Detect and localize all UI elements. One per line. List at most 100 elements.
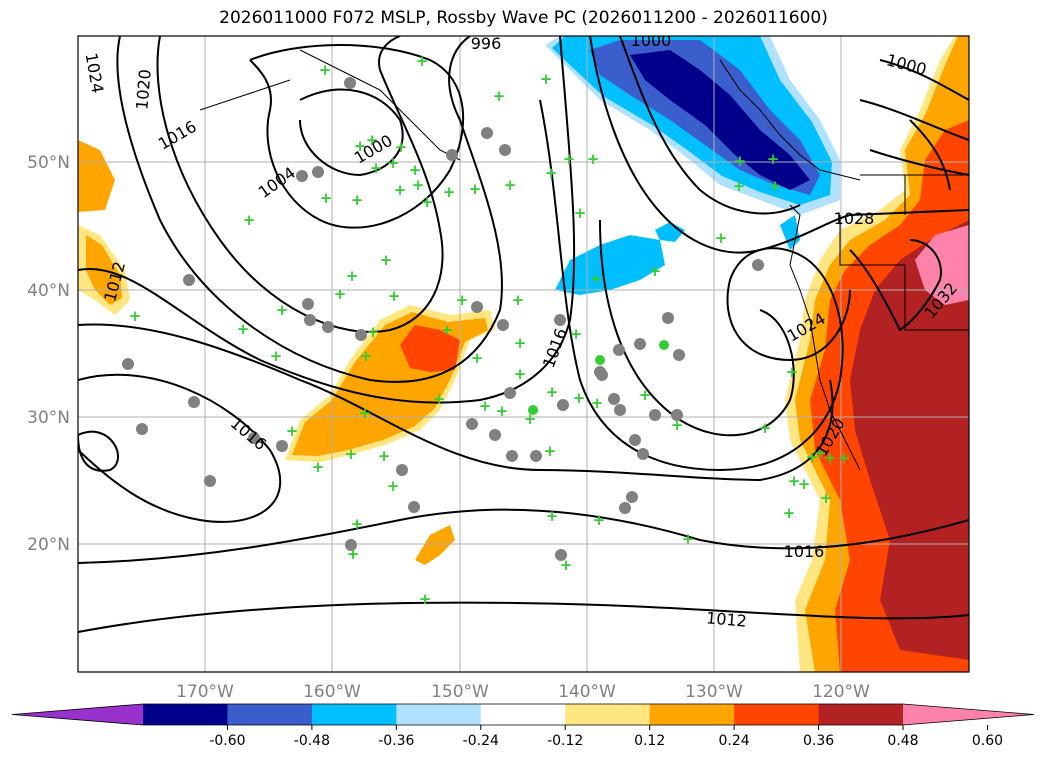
isobar-label-1012-south: 1012	[705, 608, 747, 630]
svg-text:+: +	[546, 507, 559, 525]
svg-text:+: +	[682, 530, 695, 548]
svg-text:+: +	[786, 363, 799, 381]
colorbar-segment	[480, 704, 566, 725]
svg-text:+: +	[824, 449, 837, 467]
svg-text:+: +	[351, 191, 364, 209]
cold-anomaly-east-small	[655, 222, 685, 242]
station-markers: + ++ ++ + +++ ++ + ++ + +++ +++ + ++ +++ +++ …	[122, 52, 850, 608]
svg-text:+: +	[639, 386, 652, 404]
svg-text:+: +	[276, 301, 289, 319]
colorbar-tick-label: -0.36	[378, 733, 414, 749]
svg-text:+: +	[237, 320, 250, 338]
warm-anomaly-small	[415, 525, 455, 565]
svg-text:+: +	[767, 150, 780, 168]
svg-text:+: +	[544, 442, 557, 460]
svg-text:+: +	[514, 334, 527, 352]
svg-text:+: +	[493, 87, 506, 105]
lon-label-130w: 130°W	[685, 682, 743, 702]
colorbar-segment	[143, 704, 228, 725]
svg-text:+: +	[591, 394, 604, 412]
svg-text:+: +	[433, 390, 446, 408]
colorbar: -0.60 -0.48 -0.36 -0.24 -0.12 0.12 0.24 0.36 0.4…	[11, 703, 1035, 749]
svg-text:+: +	[574, 204, 587, 222]
svg-text:+: +	[471, 349, 484, 367]
colorbar-segment	[396, 704, 482, 725]
lat-label-20: 20°N	[27, 535, 70, 555]
cold-anomaly-north-48	[630, 50, 810, 190]
lon-label-170w: 170°W	[176, 682, 234, 702]
svg-text:+: +	[593, 511, 606, 529]
lon-label-120w: 120°W	[812, 682, 870, 702]
isobar-label-1028: 1028	[834, 209, 875, 228]
svg-text:+: +	[380, 251, 393, 269]
svg-text:+: +	[129, 307, 142, 325]
svg-text:+: +	[360, 347, 373, 365]
svg-text:+: +	[733, 177, 746, 195]
map-title: 2026011000 F072 MSLP, Rossby Wave PC (20…	[219, 8, 828, 28]
svg-text:+: +	[394, 181, 407, 199]
svg-text:+: +	[479, 397, 492, 415]
colorbar-segment	[311, 704, 397, 725]
lat-axis: 50°N 40°N 30°N 20°N	[27, 153, 70, 555]
isobar-label-996: 996	[471, 34, 502, 53]
svg-text:+: +	[560, 556, 573, 574]
coastlines	[199, 49, 969, 471]
lon-label-160w: 160°W	[303, 682, 361, 702]
svg-text:+: +	[524, 410, 537, 428]
lon-axis: 170°W 160°W 150°W 140°W 130°W 120°W	[176, 682, 870, 702]
svg-text:+: +	[319, 61, 332, 79]
cold-anomaly-central	[555, 235, 665, 295]
svg-text:+: +	[573, 389, 586, 407]
svg-text:+: +	[788, 472, 801, 490]
svg-text:+: +	[504, 176, 517, 194]
colorbar-segment	[818, 704, 904, 725]
colorbar-tick-label: 0.36	[803, 733, 834, 749]
svg-text:+: +	[587, 150, 600, 168]
svg-text:+: +	[838, 449, 851, 467]
svg-text:+: +	[514, 365, 527, 383]
svg-text:+: +	[590, 270, 603, 288]
svg-text:+: +	[416, 52, 429, 70]
lat-label-40: 40°N	[27, 281, 70, 301]
lon-label-140w: 140°W	[558, 682, 616, 702]
svg-text:+: +	[359, 404, 372, 422]
colorbar-segment	[227, 704, 313, 725]
svg-text:+: +	[409, 161, 422, 179]
colorbar-tick-label: 0.24	[719, 733, 750, 749]
svg-text:+: +	[351, 515, 364, 533]
svg-text:+: +	[798, 475, 811, 493]
svg-text:+: +	[320, 189, 333, 207]
warm-anomaly-east-60	[915, 225, 969, 305]
colorbar-outline	[11, 703, 1035, 726]
svg-text:+: +	[769, 177, 782, 195]
warm-anomaly-west	[78, 140, 115, 212]
svg-text:+: +	[540, 70, 553, 88]
svg-text:+: +	[346, 267, 359, 285]
lon-label-150w: 150°W	[431, 682, 489, 702]
svg-text:+: +	[671, 416, 684, 434]
colorbar-tick-label: 0.12	[634, 733, 665, 749]
colorbar-segment	[649, 704, 735, 725]
svg-text:+: +	[378, 447, 391, 465]
svg-text:+: +	[783, 504, 796, 522]
svg-text:+: +	[286, 422, 299, 440]
svg-text:+: +	[820, 489, 833, 507]
lat-label-30: 30°N	[27, 408, 70, 428]
colorbar-extend-min	[12, 704, 143, 725]
svg-text:+: +	[512, 291, 525, 309]
svg-text:+: +	[546, 383, 559, 401]
colorbar-extend-max	[903, 704, 1034, 725]
svg-text:+: +	[563, 150, 576, 168]
svg-text:+: +	[395, 138, 408, 156]
svg-text:+: +	[496, 402, 509, 420]
gridlines	[78, 36, 969, 672]
svg-text:+: +	[419, 590, 432, 608]
svg-text:+: +	[366, 131, 379, 149]
svg-text:+: +	[545, 164, 558, 182]
colorbar-tick-label: -0.48	[294, 733, 330, 749]
svg-text:+: +	[715, 229, 728, 247]
isobars	[78, 36, 969, 633]
warm-anomaly-central-36	[400, 325, 460, 372]
svg-text:+: +	[734, 152, 747, 170]
